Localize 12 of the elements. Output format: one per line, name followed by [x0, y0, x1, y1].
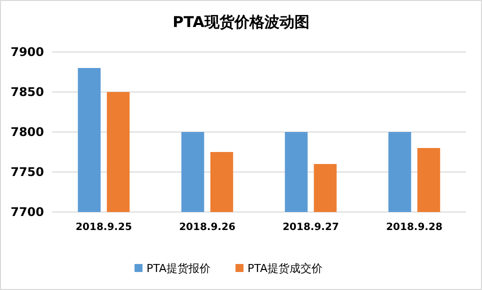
x-tick-label: 2018.9.25: [76, 222, 132, 233]
x-tick-label: 2018.9.26: [179, 222, 236, 233]
chart-title: PTA现货价格波动图: [172, 13, 310, 31]
y-tick-label: 7850: [10, 85, 44, 100]
x-tick-label: 2018.9.28: [386, 222, 442, 233]
y-tick-label: 7750: [10, 165, 44, 180]
y-tick-label: 7900: [10, 45, 44, 60]
y-tick-label: 7800: [10, 125, 44, 140]
x-tick-label: 2018.9.27: [282, 222, 339, 233]
legend-label: PTA提货成交价: [248, 262, 323, 275]
y-tick-label: 7700: [10, 205, 44, 220]
legend-label: PTA提货报价: [146, 262, 211, 275]
